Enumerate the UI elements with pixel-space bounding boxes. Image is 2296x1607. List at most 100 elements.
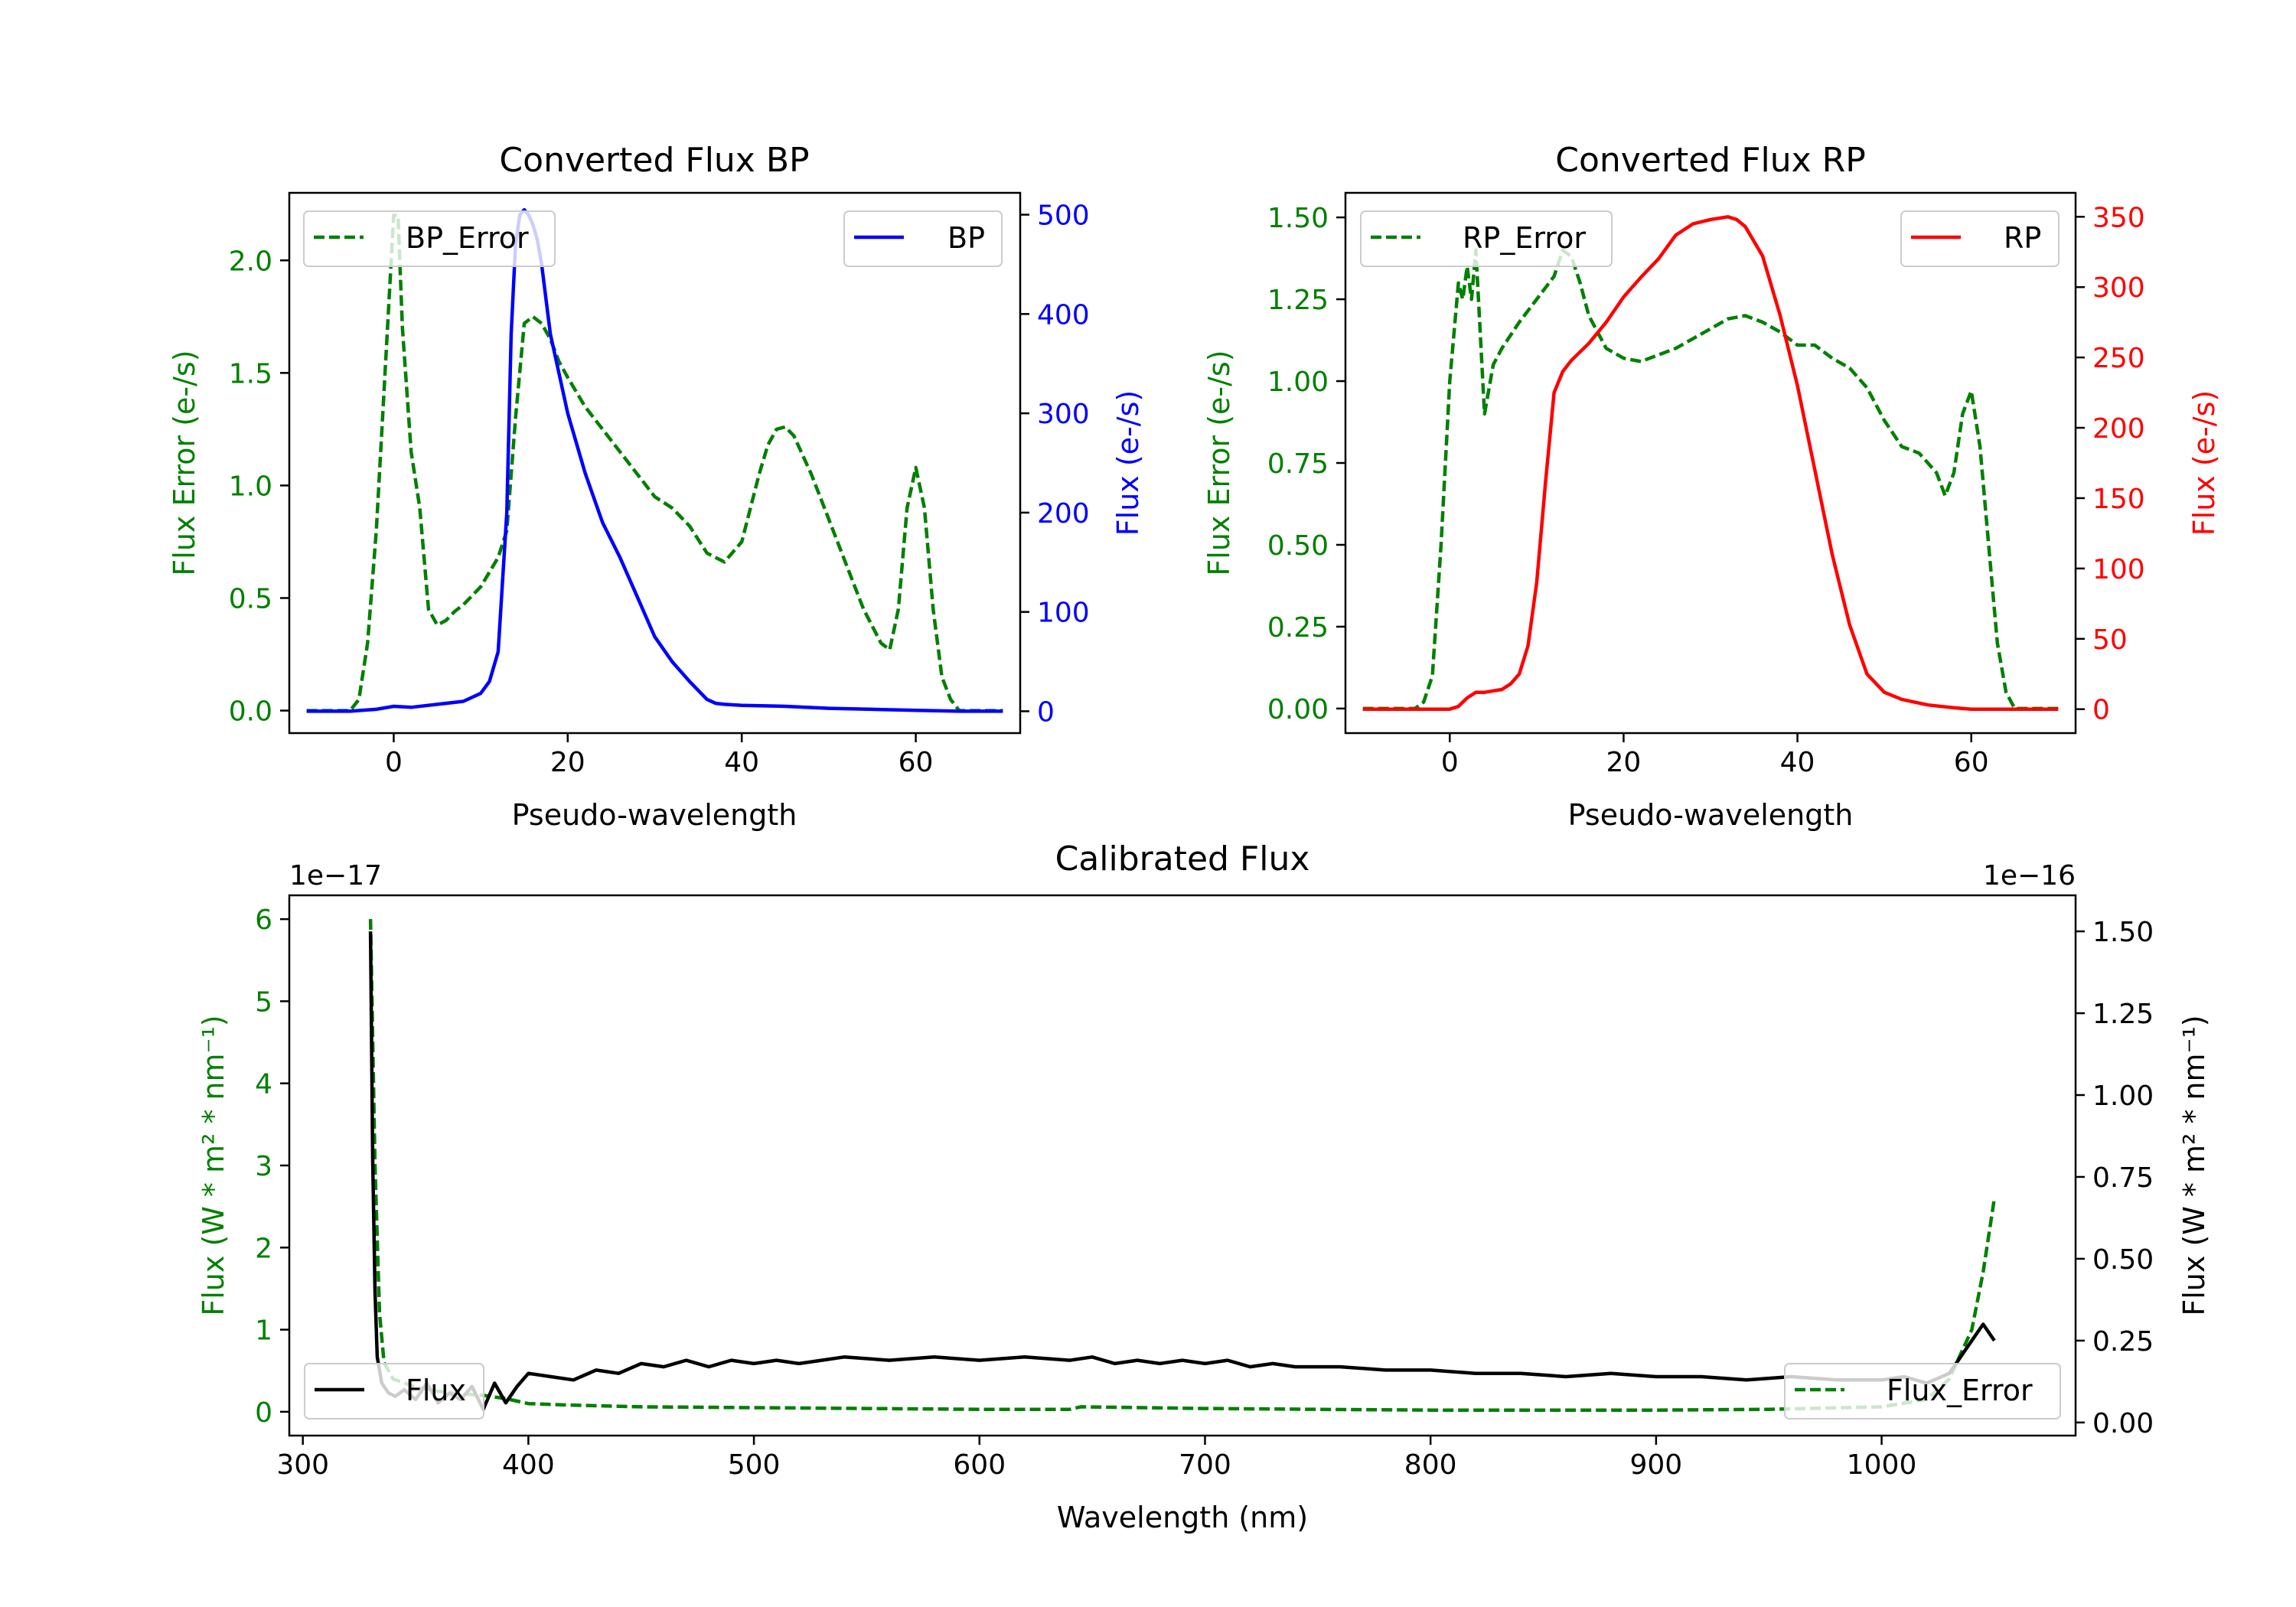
calibrated-subplot: Calibrated Flux 1e−17 1e−16 300 400 500 600… [197,839,2211,1534]
calibrated-left-y-tick-label: 2 [255,1233,272,1264]
bp-series-bp-error-line [306,214,1003,712]
calibrated-x-tick-label: 600 [953,1449,1006,1481]
rp-x-tick-label: 20 [1606,747,1642,778]
bp-left-y-tick-label: 0.0 [229,696,272,728]
calibrated-title: Calibrated Flux [1055,839,1310,878]
bp-legend-left: BP_Error [303,210,556,267]
calibrated-x-ticks: 300 400 500 600 700 800 900 1000 [276,1436,1916,1481]
calibrated-x-label: Wavelength (nm) [1057,1501,1308,1534]
calibrated-left-y-label: Flux (W * m² * nm⁻¹) [197,1015,230,1315]
rp-subplot: Converted Flux RP 0 20 40 60 0.000.250.500.… [1202,141,2221,832]
bp-right-y-tick-label: 100 [1037,598,1090,629]
rp-x-tick-label: 60 [1954,747,1989,778]
calibrated-x-tick-label: 500 [728,1449,781,1481]
bp-right-y-tick-label: 300 [1037,399,1090,430]
rp-axes-frame [1344,191,2077,735]
calibrated-x-tick-label: 1000 [1847,1449,1917,1481]
calibrated-right-y-tick-label: 0.25 [2092,1326,2154,1358]
calibrated-left-y-tick-label: 3 [255,1151,272,1182]
rp-plot-area [1362,215,2059,711]
bp-title: Converted Flux BP [499,141,809,180]
calibrated-legend-right: Flux_Error [1784,1363,2061,1420]
calibrated-left-y-tick-label: 0 [255,1397,272,1429]
rp-left-y-tick-label: 1.50 [1267,203,1329,234]
calibrated-right-y-tick-label: 0.00 [2092,1408,2154,1439]
rp-left-y-ticks: 0.00 0.25 0.50 0.75 1.00 1.25 1.50 [1267,203,1345,725]
bp-x-tick-label: 60 [899,747,934,778]
calibrated-legend-left-box [304,1363,484,1420]
rp-x-ticks: 0 20 40 60 [1441,733,1989,778]
rp-title: Converted Flux RP [1555,141,1866,180]
rp-x-tick-label: 40 [1780,747,1815,778]
rp-right-y-tick-label: 250 [2092,343,2145,374]
rp-left-y-tick-label: 1.25 [1267,285,1329,316]
calibrated-left-y-tick-label: 1 [255,1315,272,1347]
calibrated-right-y-tick-label: 0.50 [2092,1244,2154,1276]
bp-x-label: Pseudo-wavelength [512,798,797,832]
calibrated-x-tick-label: 800 [1404,1449,1457,1481]
calibrated-legend-left: Flux [304,1363,484,1420]
bp-right-y-label: Flux (e-/s) [1111,390,1145,536]
bp-x-tick-label: 0 [385,747,403,778]
rp-right-y-tick-label: 0 [2092,695,2110,726]
calibrated-legend-right-box [1784,1363,2061,1420]
rp-x-label: Pseudo-wavelength [1568,798,1854,832]
calibrated-left-y-tick-label: 6 [255,905,272,936]
rp-series-rp-line [1362,215,2059,711]
calibrated-right-y-ticks: 0.00 0.25 0.50 0.75 1.00 1.25 1.50 [2076,917,2154,1439]
rp-left-y-tick-label: 0.75 [1267,448,1329,480]
rp-legend-right-label: RP [2004,221,2041,255]
bp-left-y-tick-label: 2.0 [229,246,272,277]
bp-right-y-tick-label: 0 [1037,696,1055,728]
bp-right-y-tick-label: 200 [1037,498,1090,530]
calibrated-x-tick-label: 700 [1179,1449,1231,1481]
calibrated-left-offset: 1e−17 [289,860,382,892]
rp-legend-right: RP [1900,210,2060,267]
rp-x-tick-label: 0 [1441,747,1459,778]
rp-right-y-tick-label: 100 [2092,554,2145,585]
rp-right-y-label: Flux (e-/s) [2187,390,2221,536]
calibrated-left-y-ticks: 0 1 2 3 4 5 6 [255,905,289,1429]
rp-left-y-tick-label: 0.25 [1267,612,1329,644]
rp-right-y-ticks: 0 50 100 150 200 250 300 350 [2076,202,2145,726]
calibrated-x-tick-label: 400 [502,1449,555,1481]
bp-left-y-tick-label: 0.5 [229,584,272,615]
calibrated-x-tick-label: 900 [1630,1449,1683,1481]
bp-left-y-tick-label: 1.0 [229,471,272,502]
calibrated-left-y-tick-label: 5 [255,986,272,1018]
rp-right-y-tick-label: 300 [2092,272,2145,304]
rp-right-y-tick-label: 50 [2092,624,2128,656]
rp-legend-left-label: RP_Error [1463,221,1586,255]
bp-legend-right: BP [843,210,1003,267]
rp-left-y-tick-label: 1.00 [1267,367,1329,398]
bp-x-tick-label: 40 [724,747,759,778]
calibrated-right-y-label: Flux (W * m² * nm⁻¹) [2177,1015,2211,1315]
rp-right-y-tick-label: 150 [2092,484,2145,515]
bp-right-y-ticks: 0 100 200 300 400 500 [1020,200,1090,728]
calibrated-right-y-tick-label: 1.25 [2092,999,2154,1030]
rp-legend-left: RP_Error [1360,210,1613,267]
calibrated-left-y-tick-label: 4 [255,1069,272,1100]
rp-right-y-tick-label: 200 [2092,413,2145,445]
rp-left-y-tick-label: 0.50 [1267,530,1329,562]
calibrated-axes-frame [288,894,2077,1437]
bp-right-y-tick-label: 400 [1037,299,1090,331]
bp-left-y-label: Flux Error (e-/s) [168,350,201,575]
bp-legend-left-label: BP_Error [406,221,529,255]
bp-left-y-tick-label: 1.5 [229,358,272,390]
rp-series-rp-error-line [1362,248,2059,711]
calibrated-right-y-tick-label: 0.75 [2092,1162,2154,1194]
calibrated-right-y-tick-label: 1.50 [2092,917,2154,948]
bp-x-ticks: 0 20 40 60 [385,733,934,778]
bp-axes-frame [288,191,1022,735]
rp-legend-right-box [1900,210,2060,267]
bp-legend-left-box [303,210,556,267]
calibrated-legend-right-label: Flux_Error [1887,1374,2033,1407]
bp-subplot: Converted Flux BP 0 20 40 60 0.0 0.5 1.0 1.5 2.… [168,141,1145,832]
bp-legend-right-box [843,210,1003,267]
calibrated-x-tick-label: 300 [276,1449,329,1481]
calibrated-legend-left-label: Flux [406,1374,466,1407]
bp-right-y-tick-label: 500 [1037,200,1090,232]
rp-legend-left-box [1360,210,1613,267]
